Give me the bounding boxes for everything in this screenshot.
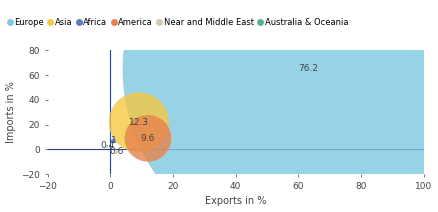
Point [110,139,117,142]
Point [304,67,311,71]
Point [135,120,142,124]
Point [145,137,152,140]
Legend: Europe, Asia, Africa, America, Near and Middle East, Australia & Oceania: Europe, Asia, Africa, America, Near and … [7,17,349,28]
Text: 12.3: 12.3 [128,118,148,127]
Text: 9.6: 9.6 [141,134,155,143]
Text: 1: 1 [110,136,117,145]
X-axis label: Exports in %: Exports in % [205,197,266,206]
Text: 0.6: 0.6 [110,148,124,156]
Text: 76.2: 76.2 [298,64,318,73]
Point [104,144,111,148]
Text: 0.4: 0.4 [100,141,114,150]
Point [113,150,120,154]
Y-axis label: Imports in %: Imports in % [6,81,16,143]
